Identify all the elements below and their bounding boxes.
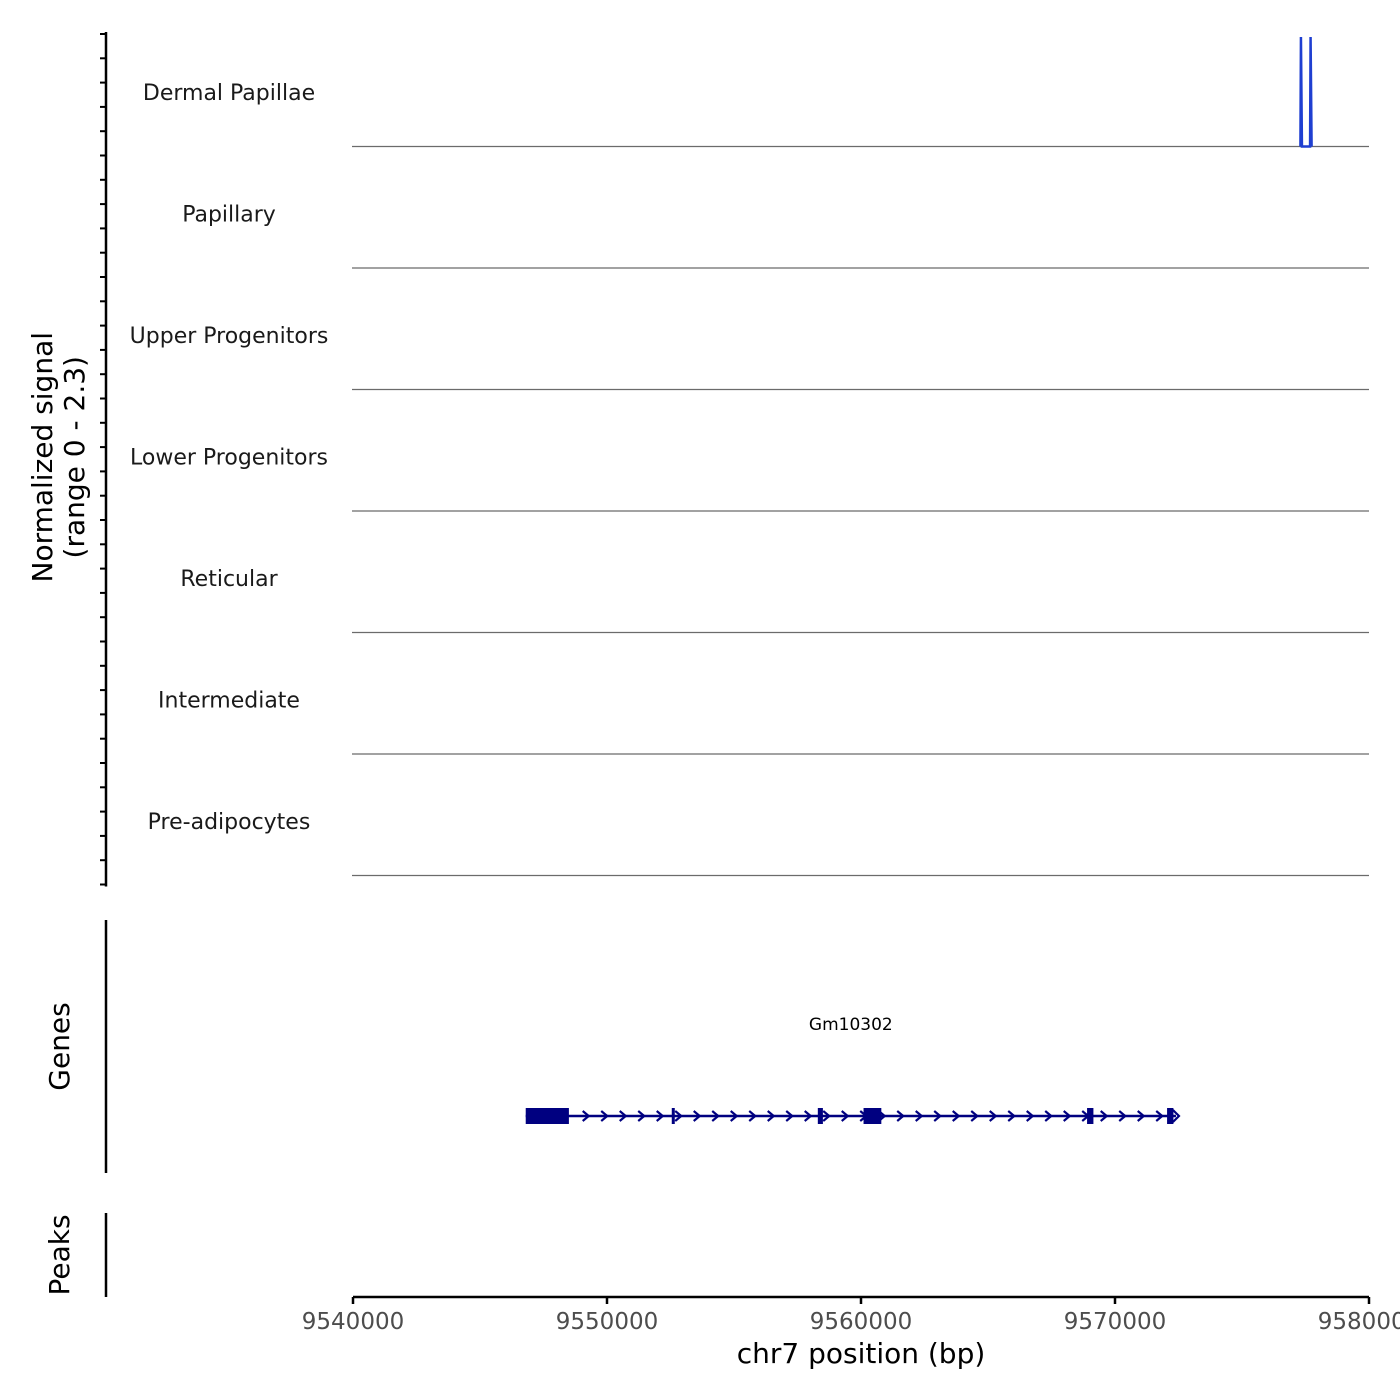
x-axis-title: chr7 position (bp) [737, 1337, 986, 1370]
gene-strand-arrow [804, 1110, 813, 1122]
gene-strand-arrow [637, 1110, 646, 1122]
gene-strand-arrow [693, 1110, 702, 1122]
x-axis: 9540000 9550000 9560000 9570000 9580000 chr7 … [302, 1295, 1400, 1370]
genes-track-label: Genes [43, 1002, 76, 1090]
genes-track: Genes Gm10302 Peaks [43, 920, 1181, 1297]
x-tick-label: 9570000 [1064, 1309, 1166, 1335]
track-label: Pre-adipocytes [148, 810, 311, 835]
gene-exon [1087, 1108, 1094, 1124]
gene-strand-arrow [933, 1110, 942, 1122]
gene-exon [1167, 1108, 1174, 1124]
track-label: Intermediate [158, 688, 300, 713]
gene-strand-arrow [1026, 1110, 1035, 1122]
gene-strand-arrow [656, 1110, 665, 1122]
gene-strand-arrow [989, 1110, 998, 1122]
gene-strand-arrow [582, 1110, 591, 1122]
gene-strand-arrow [952, 1110, 961, 1122]
gene-strand-arrow [748, 1110, 757, 1122]
y-axis-range-label: (range 0 - 2.3) [58, 356, 91, 558]
gene-strand-arrow [1063, 1110, 1072, 1122]
gene-strand-arrow [1155, 1110, 1164, 1122]
y-axis-ticks: Normalized signal (range 0 - 2.3) [26, 32, 108, 887]
x-tick-label: 9580000 [1318, 1309, 1400, 1335]
gene-strand-arrow [619, 1110, 628, 1122]
gene-strand-arrow [674, 1110, 683, 1122]
y-axis-title: Normalized signal [26, 332, 59, 583]
gene-strand-arrow [1100, 1110, 1109, 1122]
gene-strand-arrow [600, 1110, 609, 1122]
gene-strand-arrow [915, 1110, 924, 1122]
track-label: Papillary [182, 202, 276, 227]
gene-strand-arrow [1007, 1110, 1016, 1122]
track-label: Lower Progenitors [130, 445, 328, 470]
gene-strand-arrow [785, 1110, 794, 1122]
gene-exon [525, 1108, 569, 1124]
gene-strand-arrow [711, 1110, 720, 1122]
gene-exon [671, 1108, 675, 1124]
gene-strand-arrow [970, 1110, 979, 1122]
gene-exon [817, 1108, 823, 1124]
signal-tracks: Dermal Papillae Papillary Upper Progenitor… [130, 36, 1369, 877]
gene-strand-arrow [730, 1110, 739, 1122]
x-tick-label: 9550000 [556, 1309, 658, 1335]
track-label: Reticular [180, 567, 278, 592]
peaks-track-label: Peaks [43, 1214, 76, 1295]
track-label: Upper Progenitors [130, 324, 329, 349]
gene-end-mark [1172, 1109, 1181, 1123]
gene-strand-arrow [1044, 1110, 1053, 1122]
x-tick-label: 9540000 [302, 1309, 404, 1335]
x-tick-label: 9560000 [810, 1309, 912, 1335]
track-label: Dermal Papillae [143, 81, 315, 106]
gene-strand-arrow [896, 1110, 905, 1122]
gene-name-label: Gm10302 [809, 1015, 893, 1035]
gene-strand-arrow [1137, 1110, 1146, 1122]
gene-strand-arrow [767, 1110, 776, 1122]
signal-line-dermal-papillae [1299, 36, 1313, 148]
gene-strand-arrow [1118, 1110, 1127, 1122]
gene-exon [863, 1108, 882, 1124]
gene-strand-arrow [841, 1110, 850, 1122]
gene-strand-arrow [822, 1110, 831, 1122]
